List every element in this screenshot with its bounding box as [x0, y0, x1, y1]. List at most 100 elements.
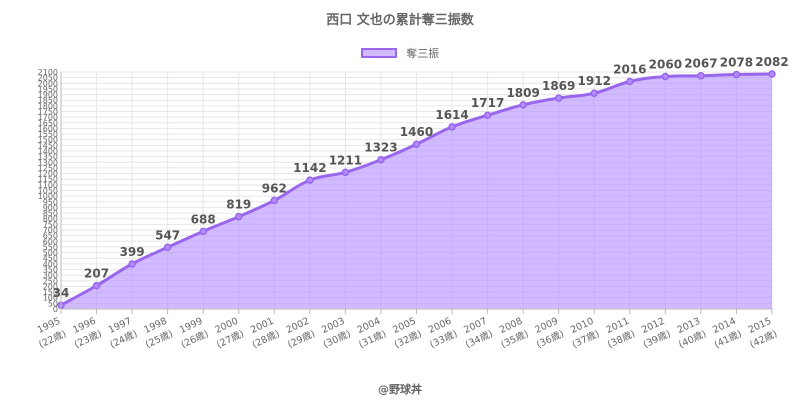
- x-tick-group: 2010(37歳): [569, 316, 601, 351]
- data-point: [199, 227, 207, 236]
- x-tick-group: 1995(22歳): [36, 316, 68, 351]
- data-label: 819: [226, 198, 251, 212]
- x-tick-group: 2007(34歳): [462, 316, 494, 351]
- y-tick-label: 1450: [38, 141, 58, 150]
- y-tick-label: 1000: [38, 192, 58, 201]
- y-tick-label: 1100: [38, 181, 58, 190]
- x-tick-group: 2012(39歳): [640, 316, 672, 351]
- y-tick-label: 2000: [38, 79, 58, 88]
- y-tick-label: 1800: [38, 102, 58, 111]
- y-tick-label: 1250: [38, 164, 58, 173]
- y-tick-label: 250: [43, 277, 58, 286]
- data-label: 547: [155, 228, 180, 242]
- data-label: 399: [120, 245, 145, 259]
- x-tick-group: 2014(41歳): [711, 316, 743, 351]
- y-tick-label: 100: [43, 294, 58, 303]
- y-tick-label: 1300: [38, 158, 58, 167]
- data-point: [661, 72, 670, 81]
- area-fill: [61, 74, 772, 309]
- x-tick-group: 2013(40歳): [676, 316, 708, 351]
- data-label: 1869: [542, 79, 575, 93]
- x-tick-group: 2009(36歳): [533, 316, 565, 351]
- data-label: 962: [262, 181, 287, 195]
- data-point: [341, 168, 350, 177]
- y-tick-label: 400: [43, 260, 58, 269]
- data-label: 688: [191, 212, 216, 226]
- y-tick-label: 1750: [38, 108, 58, 117]
- y-tick-label: 800: [43, 215, 58, 224]
- data-label: 207: [84, 267, 109, 281]
- legend-swatch: [360, 48, 397, 58]
- data-point: [128, 260, 136, 268]
- data-point: [554, 94, 563, 102]
- y-tick-label: 300: [43, 271, 58, 280]
- data-label: 1460: [400, 125, 433, 139]
- data-point: [519, 101, 527, 109]
- x-tick-group: 1996(23歳): [71, 316, 103, 351]
- data-point: [768, 70, 776, 78]
- x-tick-group: 2005(32歳): [391, 316, 423, 351]
- data-point: [92, 281, 101, 290]
- data-point: [732, 70, 741, 79]
- x-tick-group: 2000(27歳): [213, 316, 245, 351]
- data-point: [163, 243, 172, 252]
- data-point: [697, 71, 705, 80]
- y-tick-label: 1350: [38, 153, 58, 162]
- data-label: 1614: [435, 108, 468, 122]
- x-tick-group: 2015(42歳): [747, 316, 779, 351]
- y-tick-label: 1950: [38, 85, 58, 94]
- data-point: [626, 77, 634, 86]
- x-tick-group: 2008(35歳): [498, 316, 530, 351]
- y-tick-label: 750: [43, 220, 58, 229]
- y-tick-label: 200: [43, 282, 58, 291]
- y-tick-label: 700: [43, 226, 58, 235]
- x-tick-group: 2006(33歳): [427, 316, 459, 351]
- y-tick-label: 1850: [38, 96, 58, 105]
- x-tick-group: 1997(24歳): [107, 316, 139, 351]
- legend[interactable]: 奪三振: [0, 45, 800, 61]
- data-label: 2060: [649, 58, 682, 72]
- y-tick-label: 50: [48, 299, 58, 308]
- y-tick-label: 1650: [38, 119, 58, 128]
- data-point: [483, 111, 492, 119]
- y-tick-label: 500: [43, 249, 58, 258]
- x-tick-group: 1999(26歳): [178, 316, 210, 351]
- y-tick-label: 2100: [38, 68, 58, 77]
- data-labels: 34 207 399 547 688 819 962 11421211132314601614…: [53, 55, 789, 300]
- y-tick-label: 1600: [38, 124, 58, 133]
- data-point: [235, 212, 243, 221]
- y-tick-label: 1200: [38, 170, 58, 179]
- data-point: [270, 196, 279, 205]
- y-tick-label: 1700: [38, 113, 58, 122]
- y-tick-label: 900: [43, 203, 58, 212]
- x-tick-group: 2011(38歳): [604, 316, 636, 351]
- data-label: 1809: [506, 86, 539, 100]
- y-tick-label: 1500: [38, 136, 58, 145]
- data-label: 1912: [578, 74, 611, 88]
- data-label: 1142: [293, 161, 326, 175]
- y-tick-label: 2050: [38, 74, 58, 83]
- data-label: 2078: [720, 55, 753, 69]
- y-tick-label: 850: [43, 209, 58, 218]
- credit-text: @野球丼: [378, 383, 422, 396]
- data-point: [590, 89, 598, 97]
- y-tick-label: 1400: [38, 147, 58, 156]
- data-point: [377, 155, 385, 164]
- x-tick-group: 1998(25歳): [142, 316, 174, 351]
- x-tick-group: 2003(30歳): [320, 316, 352, 351]
- y-tick-label: 1900: [38, 91, 58, 100]
- x-tick-group: 2004(31歳): [356, 316, 388, 351]
- data-point: [448, 123, 456, 131]
- data-label: 1323: [364, 141, 397, 155]
- y-tick-label: 0: [53, 305, 58, 314]
- area-series: [57, 70, 776, 309]
- y-tick-label: 650: [43, 232, 58, 241]
- y-tick-label: 1150: [38, 175, 58, 184]
- y-tick-label: 600: [43, 237, 58, 246]
- legend-label: 奪三振: [406, 47, 440, 60]
- data-point: [306, 176, 314, 184]
- data-label: 2067: [684, 57, 717, 71]
- y-tick-label: 150: [43, 288, 58, 297]
- data-label: 34: [53, 286, 70, 300]
